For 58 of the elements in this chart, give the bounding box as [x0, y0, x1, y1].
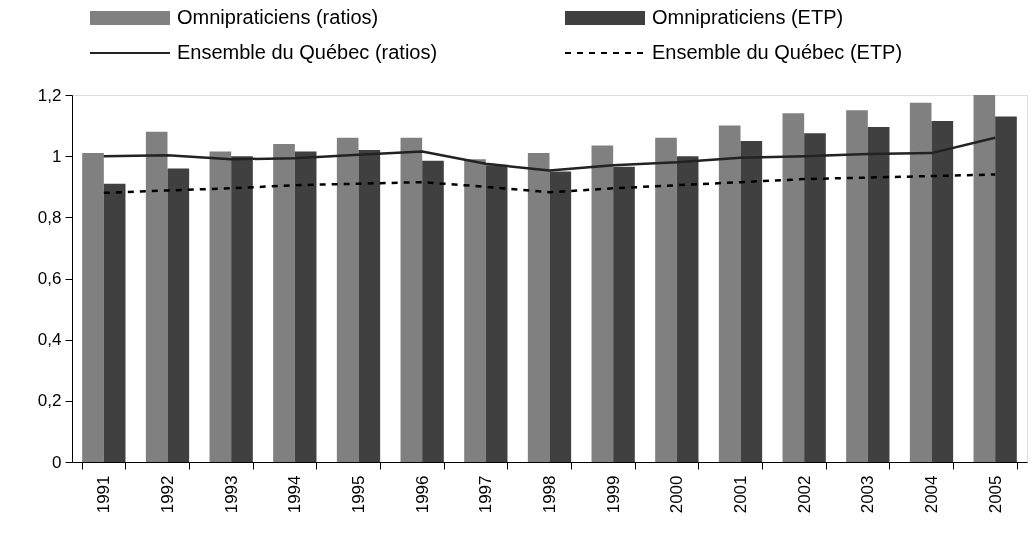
x-tick-label: 2003	[858, 475, 878, 514]
bar	[655, 137, 677, 462]
bar	[82, 153, 104, 462]
x-tick-label: 1993	[221, 475, 241, 514]
y-tick-label: 0,4	[37, 330, 62, 350]
y-tick-label: 0,8	[37, 207, 62, 227]
bar	[782, 113, 805, 462]
bar	[358, 150, 381, 462]
bar	[527, 153, 550, 462]
line-series	[102, 136, 997, 172]
x-tick-label: 2004	[922, 475, 941, 514]
legend-label: Ensemble du Québec (ratios)	[177, 41, 438, 63]
bar	[718, 125, 741, 462]
bar	[740, 140, 763, 462]
y-tick-label: 1	[52, 146, 62, 166]
bar	[591, 145, 614, 462]
y-tick-label: 0,2	[37, 391, 62, 411]
x-tick-label: 1996	[412, 475, 432, 514]
legend-label: Omnipraticiens (ratios)	[177, 6, 379, 28]
x-tick-label: 2001	[731, 475, 750, 514]
bar	[973, 95, 996, 462]
x-tick-label: 1999	[603, 475, 623, 514]
x-tick-label: 1995	[349, 475, 368, 514]
bar	[549, 171, 572, 462]
x-tick-label: 2002	[794, 475, 814, 514]
bar	[103, 183, 126, 462]
x-tick-label: 1994	[285, 475, 305, 514]
x-tick-label: 1992	[158, 475, 177, 514]
bar	[422, 160, 444, 462]
bar	[613, 166, 635, 462]
x-tick-label: 1997	[476, 475, 496, 514]
line-series	[102, 173, 997, 195]
y-tick-label: 0,6	[37, 269, 62, 288]
bar	[995, 116, 1017, 462]
bar	[931, 121, 954, 462]
bar	[909, 102, 932, 462]
bar	[867, 127, 890, 462]
x-tick-label: 1998	[540, 475, 559, 514]
bar	[400, 137, 423, 462]
bar	[231, 156, 253, 462]
x-tick-label: 2000	[667, 475, 687, 514]
bar	[464, 159, 486, 462]
bar	[273, 143, 295, 462]
x-tick-label: 2005	[985, 475, 1005, 514]
bar	[336, 137, 359, 462]
bar	[145, 131, 168, 462]
bar	[846, 110, 868, 462]
legend-label: Omnipraticiens (ETP)	[652, 6, 844, 28]
y-tick-label: 0	[52, 452, 62, 472]
bar	[485, 165, 508, 462]
legend-label: Ensemble du Québec (ETP)	[652, 41, 903, 63]
bar	[676, 156, 699, 462]
bar	[209, 151, 232, 462]
x-tick-label: 1991	[94, 475, 114, 514]
y-tick-label: 1,2	[37, 85, 62, 105]
bar	[167, 168, 190, 462]
bar	[804, 133, 826, 462]
bar	[294, 151, 317, 462]
